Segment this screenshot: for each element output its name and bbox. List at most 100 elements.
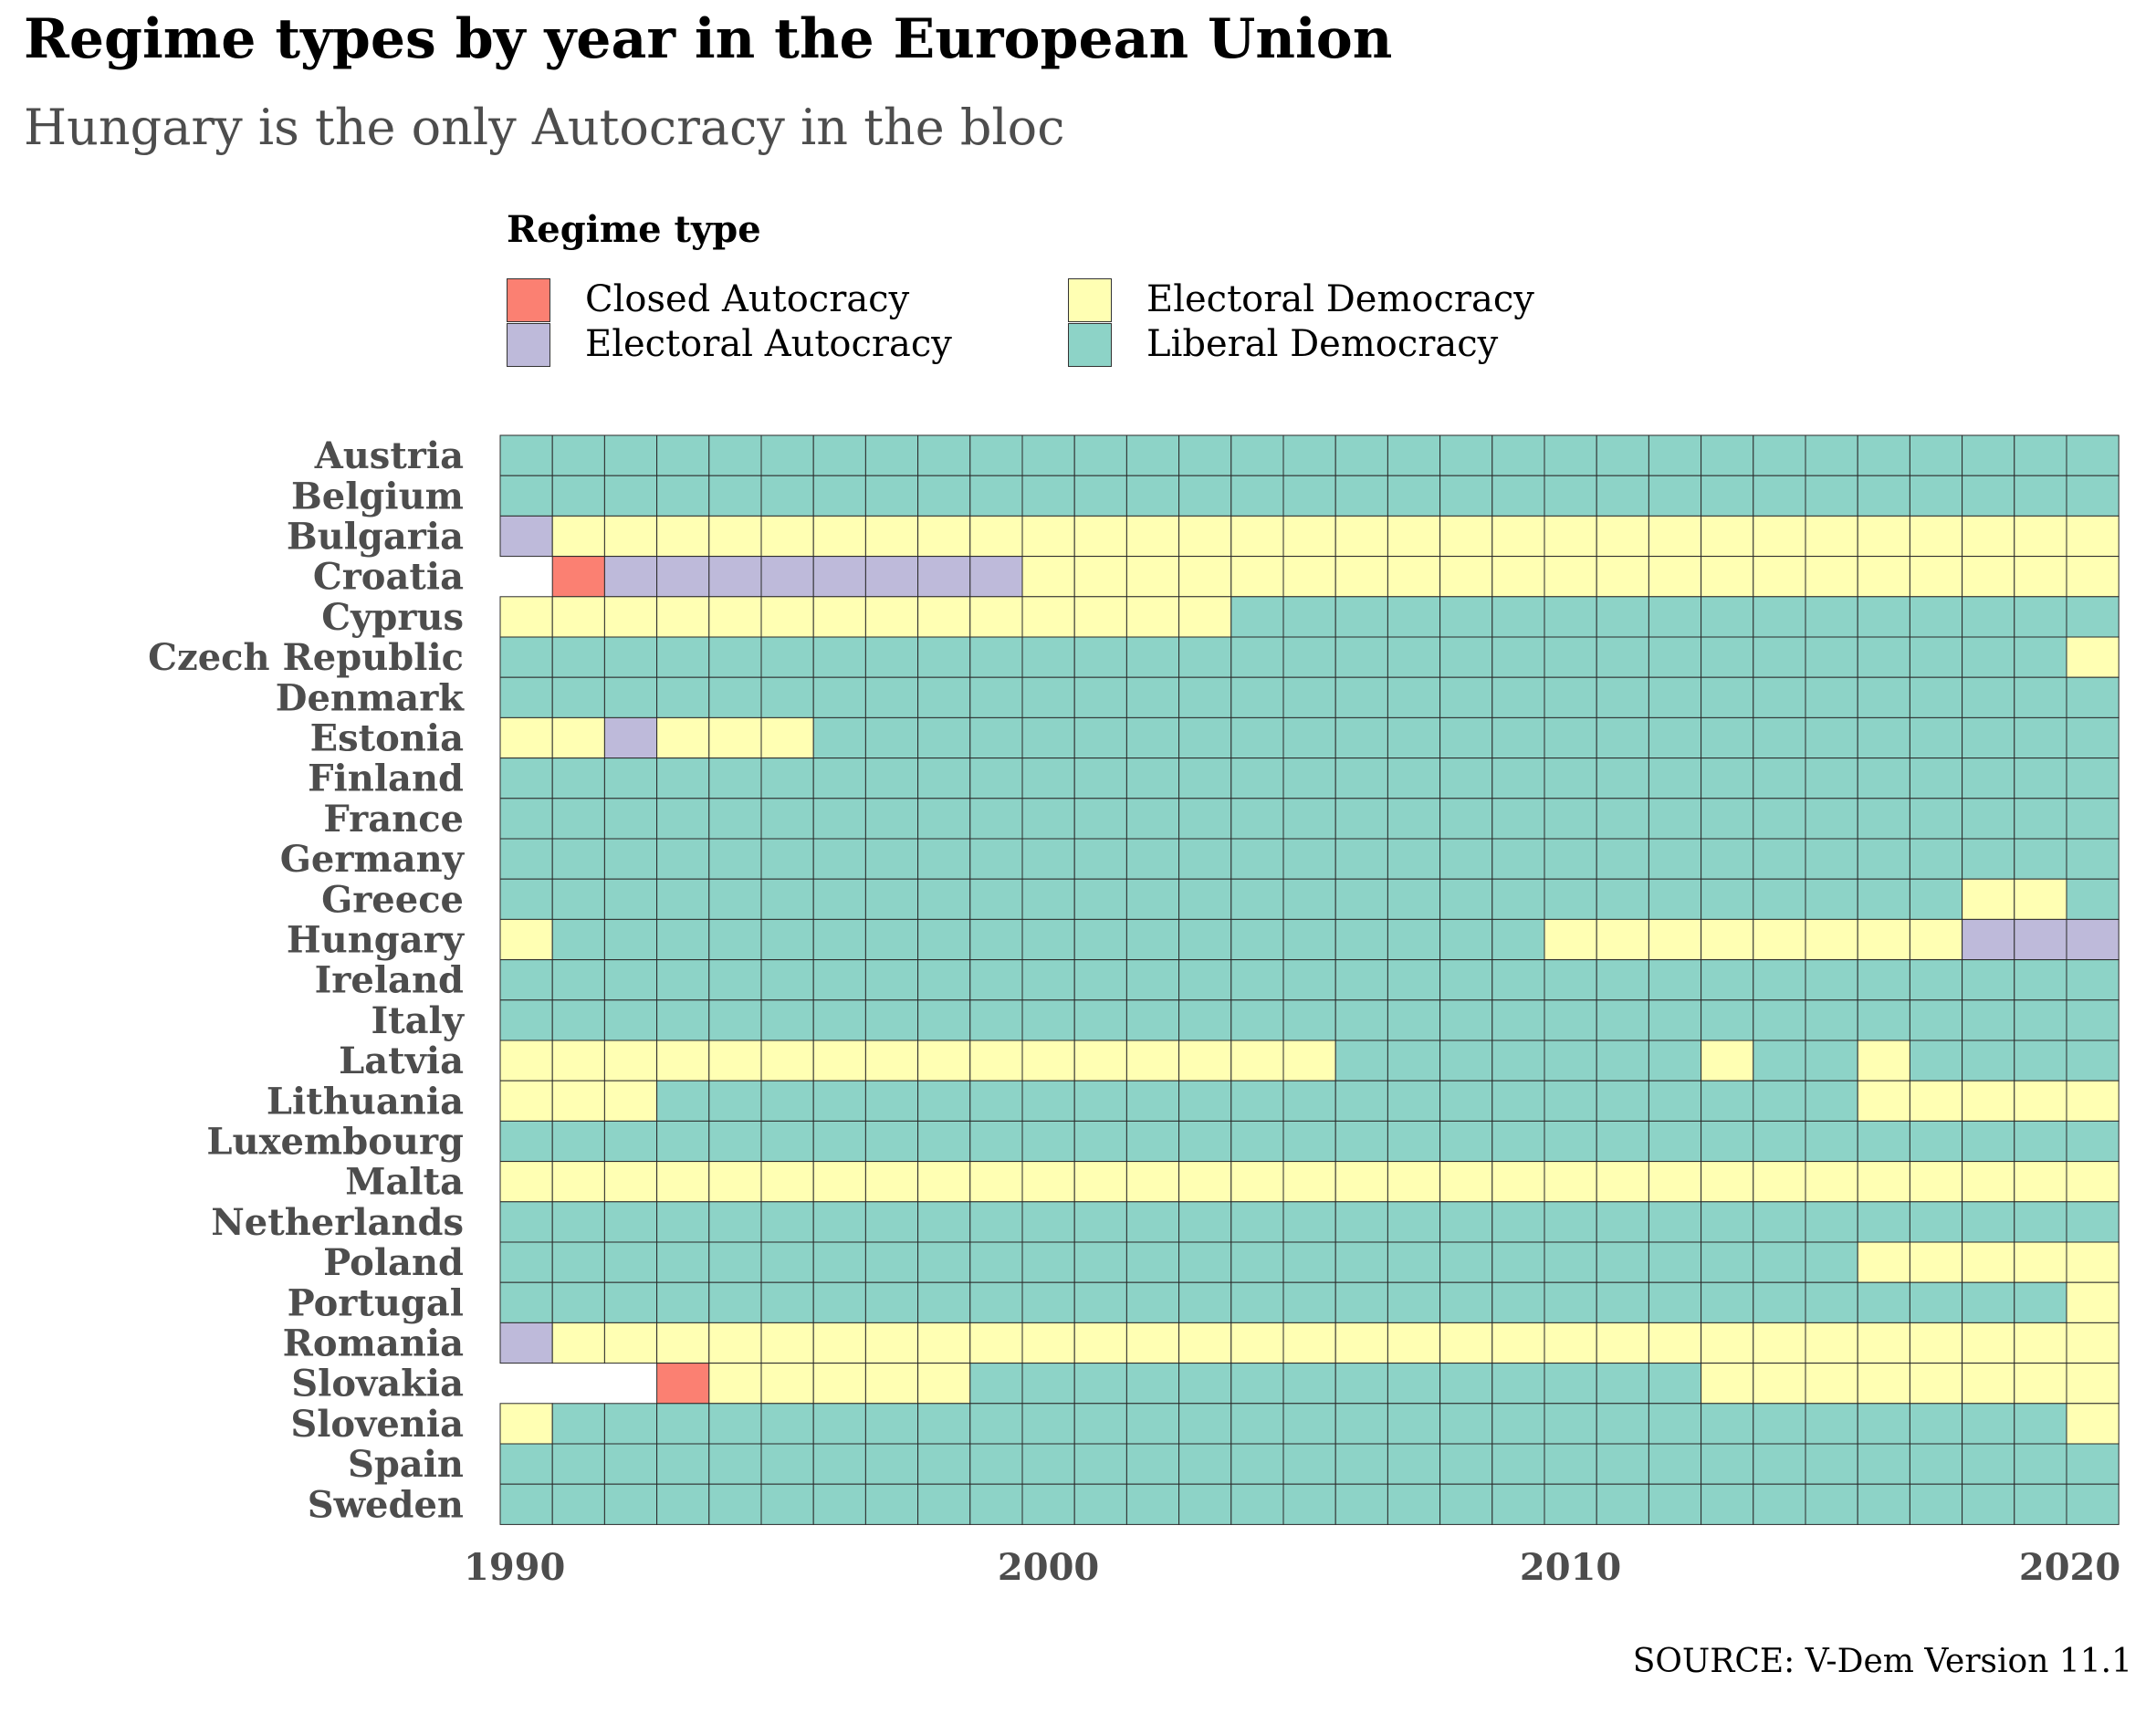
cell-greece-2011 bbox=[1596, 878, 1649, 920]
cell-slovenia-2014 bbox=[1753, 1403, 1806, 1445]
cell-greece-2003 bbox=[1178, 878, 1232, 920]
cell-slovakia-2003 bbox=[1178, 1363, 1232, 1405]
cell-slovakia-2002 bbox=[1125, 1363, 1180, 1405]
cell-luxembourg-2014 bbox=[1753, 1120, 1806, 1163]
cell-luxembourg-2007 bbox=[1387, 1120, 1441, 1163]
cell-spain-1994 bbox=[708, 1443, 762, 1485]
cell-portugal-1995 bbox=[760, 1281, 814, 1323]
cell-croatia-2019 bbox=[2014, 556, 2067, 598]
cell-lithuania-2018 bbox=[1962, 1080, 2015, 1122]
cell-netherlands-2017 bbox=[1909, 1201, 1963, 1243]
cell-slovenia-2019 bbox=[2014, 1403, 2067, 1445]
cell-hungary-2000 bbox=[1021, 918, 1075, 961]
cell-sweden-2018 bbox=[1962, 1483, 2015, 1525]
cell-poland-2019 bbox=[2014, 1241, 2067, 1283]
cell-italy-2017 bbox=[1909, 999, 1963, 1041]
cell-france-2010 bbox=[1544, 798, 1597, 840]
cell-croatia-2011 bbox=[1596, 556, 1649, 598]
cell-germany-2001 bbox=[1073, 838, 1127, 880]
source-note: SOURCE: V-Dem Version 11.1 bbox=[1632, 1643, 2132, 1680]
cell-sweden-1991 bbox=[551, 1483, 605, 1525]
cell-sweden-1996 bbox=[812, 1483, 866, 1525]
cell-luxembourg-1991 bbox=[551, 1120, 605, 1163]
cell-netherlands-1996 bbox=[812, 1201, 866, 1243]
cell-finland-2015 bbox=[1805, 758, 1858, 799]
cell-germany-1995 bbox=[760, 838, 814, 880]
cell-luxembourg-2013 bbox=[1701, 1120, 1754, 1163]
cell-czech-republic-1995 bbox=[760, 636, 814, 678]
y-label-estonia: Estonia bbox=[310, 717, 464, 760]
cell-germany-2013 bbox=[1701, 838, 1754, 880]
cell-bulgaria-2014 bbox=[1753, 515, 1806, 558]
cell-sweden-2020 bbox=[2066, 1483, 2119, 1525]
cell-cyprus-1994 bbox=[708, 596, 762, 638]
cell-portugal-2019 bbox=[2014, 1281, 2067, 1323]
cell-germany-2007 bbox=[1387, 838, 1441, 880]
cell-poland-2011 bbox=[1596, 1241, 1649, 1283]
cell-greece-2010 bbox=[1544, 878, 1597, 920]
cell-hungary-2002 bbox=[1125, 918, 1180, 961]
cell-austria-2003 bbox=[1178, 434, 1232, 476]
cell-czech-republic-2009 bbox=[1491, 636, 1545, 678]
cell-austria-1991 bbox=[551, 434, 605, 476]
cell-austria-2012 bbox=[1648, 434, 1702, 476]
cell-lithuania-2020 bbox=[2066, 1080, 2119, 1122]
cell-italy-2008 bbox=[1439, 999, 1493, 1041]
cell-ireland-2006 bbox=[1334, 959, 1388, 1001]
cell-croatia-1997 bbox=[864, 556, 919, 598]
cell-portugal-2009 bbox=[1491, 1281, 1545, 1323]
cell-spain-2010 bbox=[1544, 1443, 1597, 1485]
cell-finland-2009 bbox=[1491, 758, 1545, 799]
cell-austria-1998 bbox=[917, 434, 971, 476]
cell-ireland-2019 bbox=[2014, 959, 2067, 1001]
cell-cyprus-2003 bbox=[1178, 596, 1232, 638]
y-label-greece: Greece bbox=[321, 878, 464, 921]
cell-cyprus-2005 bbox=[1282, 596, 1336, 638]
cell-croatia-1992 bbox=[603, 556, 658, 598]
cell-sweden-2005 bbox=[1282, 1483, 1336, 1525]
cell-slovenia-2017 bbox=[1909, 1403, 1963, 1445]
cell-slovenia-1994 bbox=[708, 1403, 762, 1445]
cell-poland-1993 bbox=[656, 1241, 710, 1283]
cell-malta-1999 bbox=[969, 1161, 1023, 1203]
cell-romania-2000 bbox=[1021, 1322, 1075, 1364]
y-label-poland: Poland bbox=[323, 1241, 464, 1284]
cell-czech-republic-2007 bbox=[1387, 636, 1441, 678]
y-label-sweden: Sweden bbox=[308, 1483, 464, 1526]
cell-poland-2008 bbox=[1439, 1241, 1493, 1283]
cell-latvia-1998 bbox=[917, 1040, 971, 1081]
cell-austria-1992 bbox=[603, 434, 658, 476]
cell-croatia-2013 bbox=[1701, 556, 1754, 598]
cell-spain-2007 bbox=[1387, 1443, 1441, 1485]
cell-sweden-1999 bbox=[969, 1483, 1023, 1525]
y-label-luxembourg: Luxembourg bbox=[206, 1121, 464, 1164]
cell-lithuania-1992 bbox=[603, 1080, 658, 1122]
cell-ireland-1994 bbox=[708, 959, 762, 1001]
cell-netherlands-2018 bbox=[1962, 1201, 2015, 1243]
cell-sweden-2019 bbox=[2014, 1483, 2067, 1525]
cell-italy-2004 bbox=[1230, 999, 1284, 1041]
cell-france-2014 bbox=[1753, 798, 1806, 840]
cell-spain-2009 bbox=[1491, 1443, 1545, 1485]
cell-sweden-2004 bbox=[1230, 1483, 1284, 1525]
legend-swatch-closed-autocracy bbox=[507, 278, 550, 322]
cell-poland-2020 bbox=[2066, 1241, 2119, 1283]
cell-denmark-1993 bbox=[656, 676, 710, 718]
cell-denmark-1998 bbox=[917, 676, 971, 718]
cell-latvia-1996 bbox=[812, 1040, 866, 1081]
cell-bulgaria-2007 bbox=[1387, 515, 1441, 558]
cell-sweden-2011 bbox=[1596, 1483, 1649, 1525]
cell-finland-1998 bbox=[917, 758, 971, 799]
cell-poland-2012 bbox=[1648, 1241, 1702, 1283]
cell-hungary-1998 bbox=[917, 918, 971, 961]
cell-poland-2003 bbox=[1178, 1241, 1232, 1283]
cell-spain-2014 bbox=[1753, 1443, 1806, 1485]
cell-estonia-2003 bbox=[1178, 716, 1232, 759]
cell-lithuania-2002 bbox=[1125, 1080, 1180, 1122]
cell-cyprus-2007 bbox=[1387, 596, 1441, 638]
cell-germany-2014 bbox=[1753, 838, 1806, 880]
cell-austria-1994 bbox=[708, 434, 762, 476]
cell-ireland-1992 bbox=[603, 959, 658, 1001]
cell-finland-2018 bbox=[1962, 758, 2015, 799]
